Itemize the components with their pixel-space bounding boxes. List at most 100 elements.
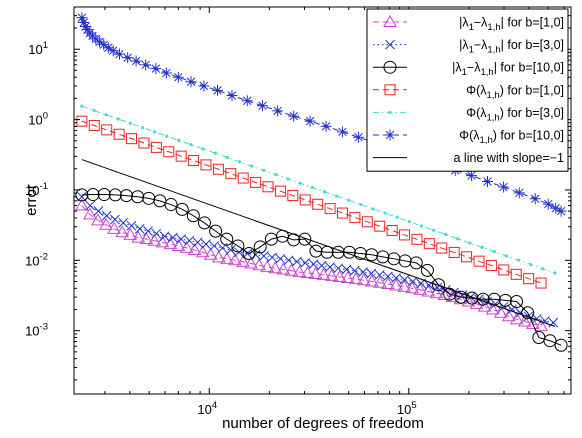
y-tick-label-2: 10-2 [25, 251, 48, 268]
series-2-point-2 [85, 200, 96, 211]
series-3-point-43 [543, 334, 557, 348]
series-3-point-2 [86, 188, 100, 202]
series-3-point-3 [97, 188, 111, 202]
series-4-line [81, 120, 542, 284]
series-4-point-34 [485, 260, 497, 272]
series-1-point-15 [187, 243, 202, 256]
series-2-point-16 [201, 239, 211, 249]
series-2-point-38 [383, 271, 393, 282]
series-3-point-28 [376, 250, 390, 264]
series-7-line [81, 159, 556, 327]
series-4-point-20 [312, 198, 324, 210]
series-1-point-58 [534, 318, 548, 331]
series-4-point-29 [423, 238, 435, 250]
series-5-point-7 [153, 130, 157, 134]
series-2-point-40 [399, 274, 410, 285]
series-4-point-6 [138, 137, 150, 149]
series-6-point-24 [257, 100, 269, 112]
series-5-point-29 [419, 224, 424, 228]
series-3 [75, 188, 568, 352]
series-5-point-15 [250, 164, 254, 168]
series-3-point-4 [108, 188, 122, 202]
series-1-point-16 [195, 245, 210, 258]
series-5-point-35 [492, 250, 496, 254]
series-3-point-12 [197, 216, 211, 230]
series-4-point-27 [399, 229, 411, 241]
series-1-point-2 [83, 207, 97, 220]
series-2-point-19 [225, 245, 236, 255]
series-6-point-38 [481, 175, 493, 187]
series-5-point-5 [128, 121, 133, 125]
series-2-point-39 [391, 273, 402, 283]
series-4-point-18 [287, 190, 299, 202]
series-5-point-26 [383, 211, 387, 215]
series-3-point-11 [186, 209, 200, 223]
series-6-point-11 [107, 45, 119, 57]
series-6-point-40 [513, 187, 525, 199]
series-2-point-34 [349, 265, 360, 276]
series-3-point-14 [220, 232, 234, 246]
series-2-point-14 [184, 235, 195, 246]
series-5-point-2 [92, 108, 96, 113]
series-6-point-4 [81, 24, 93, 36]
series-1-point-4 [99, 217, 113, 230]
series-6-point-43 [550, 202, 562, 214]
series-5-point-37 [516, 258, 521, 262]
series-4-point-25 [374, 220, 386, 232]
series-1-point-28 [292, 265, 307, 278]
series-2-point-32 [333, 263, 344, 274]
series-layer [75, 12, 568, 352]
series-3-point-1 [75, 188, 89, 202]
series-5-point-12 [213, 151, 217, 155]
series-2-point-35 [358, 267, 368, 277]
series-4-point-14 [237, 172, 249, 184]
series-5-point-28 [407, 220, 411, 224]
y-tick-label-5: 101 [28, 40, 48, 57]
legend-entry-6: Φ(λ1,h) for b=[10,0] [373, 129, 564, 146]
series-6-point-17 [160, 67, 172, 79]
series-1-point-7 [123, 227, 138, 240]
y-tick-label-4: 100 [28, 111, 48, 128]
series-6-point-18 [172, 71, 184, 83]
series-5-point-13 [225, 155, 230, 160]
series-5-point-8 [165, 134, 169, 138]
series-1-point-27 [284, 263, 299, 276]
series-5-point-10 [189, 143, 193, 147]
series-1-point-32 [324, 268, 339, 281]
series-6-point-12 [113, 48, 125, 60]
series-1-point-41 [397, 279, 411, 292]
series-1-point-40 [389, 278, 403, 291]
series-5-point-39 [541, 267, 545, 271]
legend-entry-7: a line with slope=−1 [373, 151, 564, 165]
series-1-point-24 [260, 260, 275, 273]
series-4-point-7 [150, 141, 162, 153]
series-6-point-9 [98, 39, 110, 51]
series-5-point-38 [529, 262, 533, 267]
series-2-point-28 [300, 258, 311, 268]
series-4-point-2 [88, 120, 100, 132]
series-1-point-45 [429, 286, 444, 299]
series-4-point-33 [473, 255, 485, 267]
series-5-point-20 [310, 185, 314, 190]
series-6-point-20 [198, 80, 210, 92]
series-3-point-30 [398, 254, 412, 268]
series-4-point-30 [436, 242, 448, 254]
series-1-point-48 [453, 292, 468, 305]
series-3-line [81, 194, 562, 346]
series-6-point-13 [122, 52, 134, 64]
series-3-point-31 [409, 256, 423, 270]
series-1-point-18 [211, 250, 226, 263]
series-1-point-17 [203, 247, 218, 260]
series-1-point-22 [244, 256, 258, 269]
series-5-point-11 [201, 147, 205, 151]
legend-label-2: |λ1−λ1,h| for b=[3,0] [459, 38, 564, 56]
series-6-point-29 [336, 126, 348, 138]
series-1-point-34 [340, 271, 355, 284]
series-4-point-38 [535, 277, 547, 289]
series-5-point-24 [359, 202, 363, 207]
legend-entry-3: |λ1−λ1,h| for b=[10,0] [373, 60, 564, 78]
series-3-point-33 [432, 278, 446, 292]
series-6-point-10 [102, 42, 114, 54]
series-5-point-40 [553, 271, 557, 275]
